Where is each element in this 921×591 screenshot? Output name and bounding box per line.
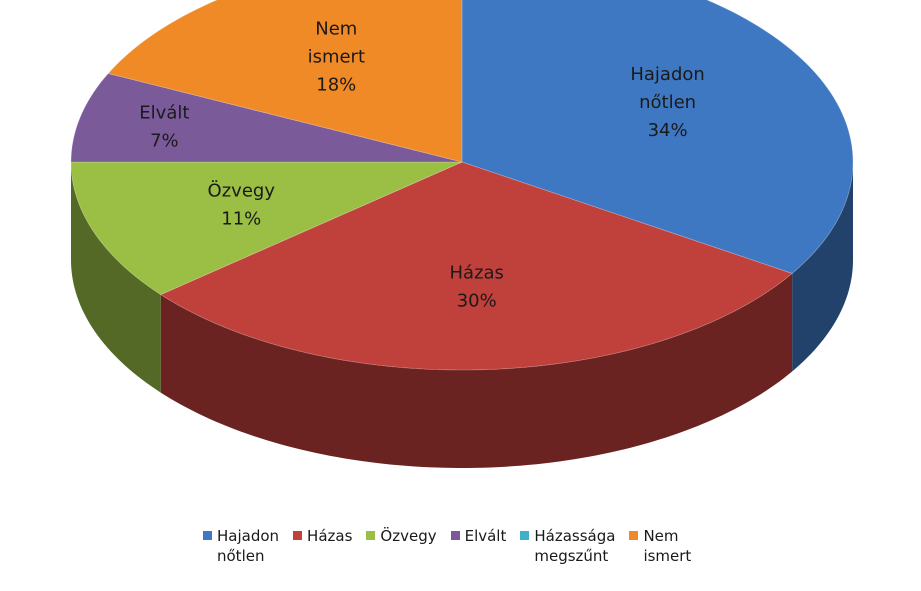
pie-side-hazas <box>160 273 793 468</box>
pie-slice-hajadon <box>461 0 854 274</box>
legend-label-line: Elvált <box>464 527 507 545</box>
legend-label-line: ismert <box>643 547 692 565</box>
legend-label-line: Özvegy <box>380 527 437 545</box>
legend-label: Házas <box>307 526 352 546</box>
pie-top-faces <box>70 0 854 371</box>
legend-label: Házassága megszűnt <box>534 526 615 566</box>
pie-slice-ozvegy <box>70 161 463 296</box>
slice-label-hazas: Házas 30% <box>450 263 504 312</box>
legend-swatch <box>203 531 212 540</box>
pie-slice-hazas <box>159 161 793 371</box>
slice-label-elvalt: Elvált 7% <box>139 103 189 152</box>
legend-label-line: nőtlen <box>217 547 265 565</box>
legend-swatch <box>450 531 460 540</box>
pie-side-ozvegy <box>71 162 161 393</box>
legend-item: Nem ismert <box>629 526 691 566</box>
pie-slice-elvalt <box>70 72 463 163</box>
legend-label-line: Házassága <box>534 527 616 545</box>
legend-item: Hajadon nőtlen <box>203 526 279 566</box>
legend-swatch <box>629 531 639 540</box>
legend-label-line: Házas <box>307 527 353 545</box>
slice-label-hajadon: Hajadon nőtlen 34% <box>630 64 704 141</box>
slice-label-nem-ismert: Nem ismert 18% <box>308 19 365 96</box>
legend-item: Házassága megszűnt <box>520 526 615 566</box>
legend-swatch <box>293 531 303 540</box>
legend-item: Özvegy <box>366 526 437 546</box>
legend-item: Elvált <box>450 526 507 546</box>
pie-slice-nem-ismert <box>107 0 463 163</box>
slice-labels: Hajadon nőtlen 34% Házas 30% Özvegy 11% Elvált 7… <box>139 19 705 312</box>
legend-item: Házas <box>293 526 352 546</box>
legend-label-line: Hajadon <box>217 527 280 545</box>
legend: Hajadon nőtlen Házas Özvegy Elvált Házassága m… <box>203 526 705 566</box>
legend-swatch <box>520 531 530 540</box>
slice-label-ozvegy: Özvegy 11% <box>208 179 276 229</box>
pie-sides <box>71 162 853 468</box>
legend-label: Hajadon nőtlen <box>217 526 279 566</box>
legend-label-line: megszűnt <box>534 547 609 565</box>
pie-side-hajadon <box>792 162 853 372</box>
legend-label-line: Nem <box>643 527 679 545</box>
legend-label: Özvegy <box>380 526 436 546</box>
legend-label: Elvált <box>465 526 507 546</box>
legend-label: Nem ismert <box>643 526 691 566</box>
legend-swatch <box>366 531 376 540</box>
